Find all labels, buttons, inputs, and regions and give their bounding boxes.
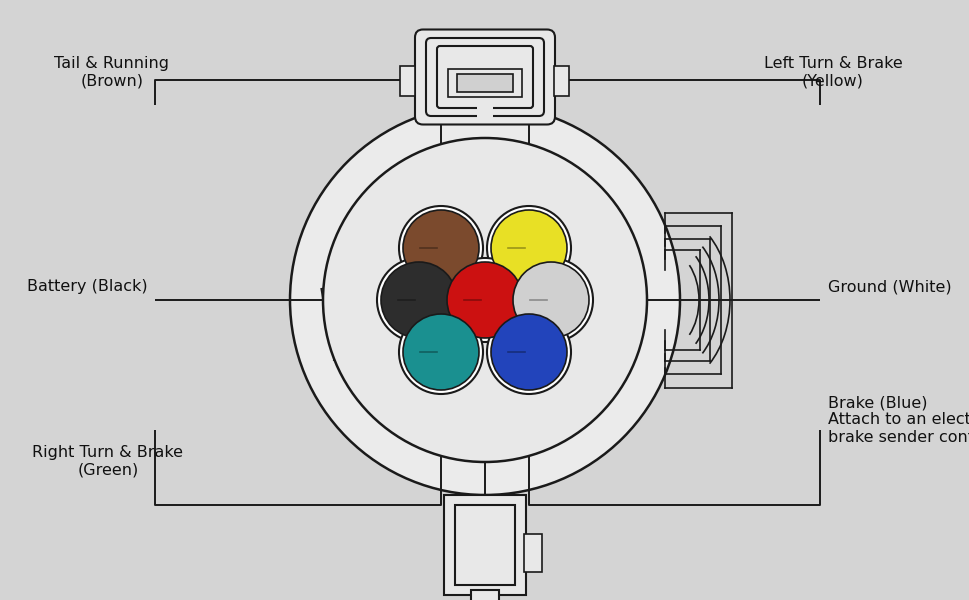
Circle shape [490,314,567,390]
Text: Battery (Black): Battery (Black) [27,279,148,294]
Circle shape [290,105,679,495]
Bar [454,505,515,585]
Polygon shape [333,334,425,390]
Circle shape [377,258,460,342]
Polygon shape [340,299,399,323]
Circle shape [490,210,567,286]
Text: Tail & Running
(Brown): Tail & Running (Brown) [54,56,170,88]
Bar [523,534,542,572]
Bar [444,495,525,595]
Bar [456,74,513,92]
Circle shape [402,210,479,286]
FancyBboxPatch shape [425,38,544,116]
Circle shape [509,258,592,342]
Circle shape [398,206,483,290]
Polygon shape [321,274,413,316]
Circle shape [381,262,456,338]
Circle shape [398,310,483,394]
Bar [400,66,415,96]
Polygon shape [359,224,417,267]
Circle shape [513,262,588,338]
Text: Left Turn & Brake
(Yellow): Left Turn & Brake (Yellow) [763,56,901,88]
Bar [448,69,521,97]
Polygon shape [335,197,424,267]
Bar [554,66,569,96]
Polygon shape [345,361,404,394]
Circle shape [443,258,526,342]
Bar [456,145,513,455]
FancyBboxPatch shape [437,46,532,108]
Text: Brake (Blue)
Attach to an electric
brake sender control: Brake (Blue) Attach to an electric brake… [828,395,969,445]
Polygon shape [348,211,420,266]
Circle shape [402,314,479,390]
Circle shape [486,206,571,290]
Circle shape [323,138,646,462]
Text: Right Turn & Brake
(Green): Right Turn & Brake (Green) [33,445,183,478]
Text: Ground (White): Ground (White) [828,279,951,294]
Bar [471,590,498,600]
Polygon shape [330,287,405,319]
Circle shape [486,310,571,394]
Polygon shape [340,348,414,391]
Circle shape [447,262,522,338]
FancyBboxPatch shape [415,29,554,124]
Bar [477,99,492,119]
Bar [329,272,640,328]
